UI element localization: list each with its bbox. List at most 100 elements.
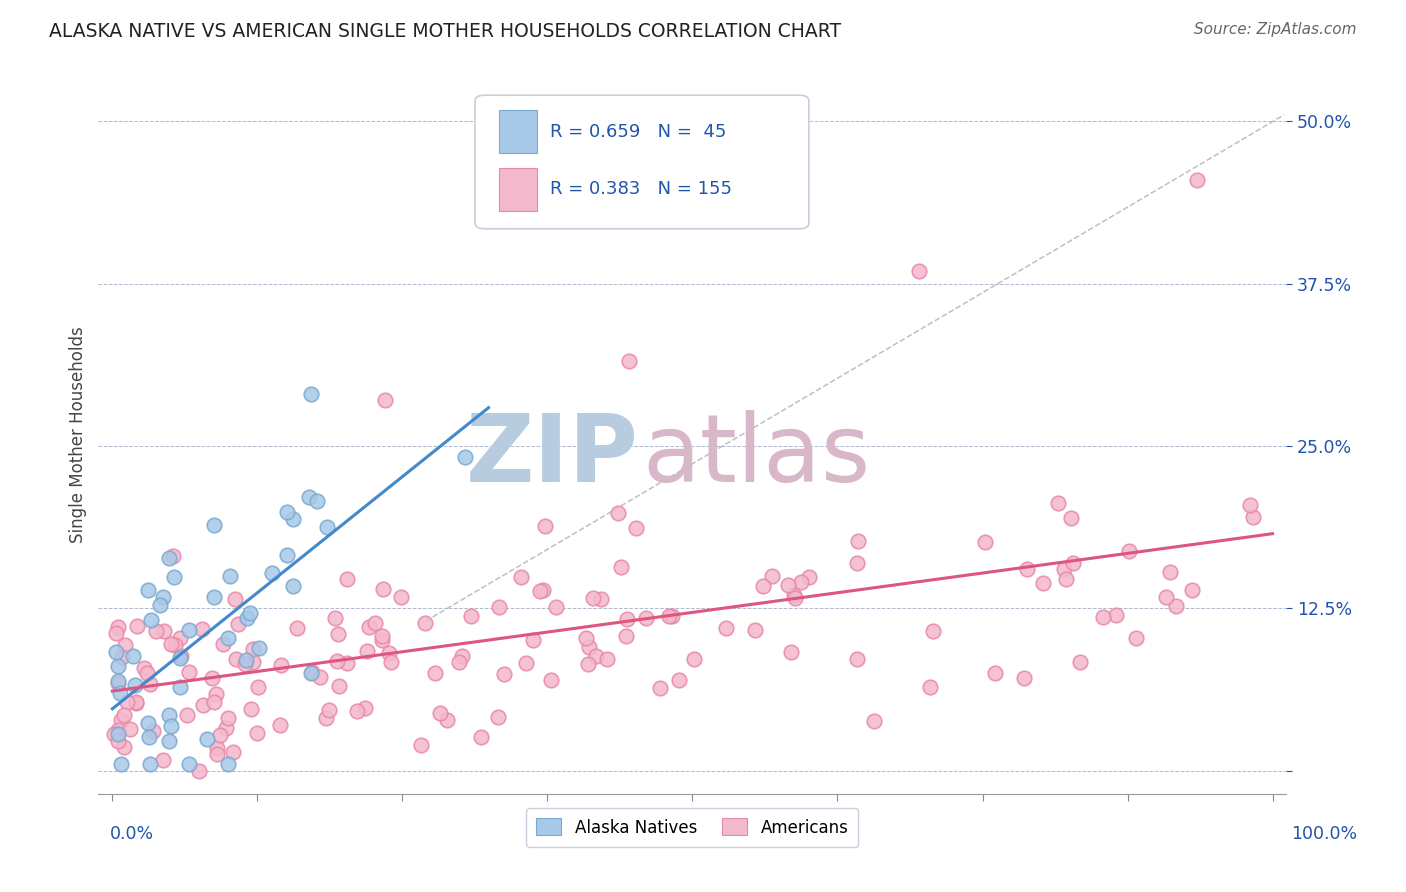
Point <box>357 620 380 634</box>
Point <box>107 659 129 673</box>
Point <box>233 657 256 672</box>
Point <box>470 730 492 744</box>
Point <box>576 657 599 671</box>
Point <box>922 624 945 638</box>
Point <box>298 490 321 504</box>
Point <box>616 612 638 626</box>
Point <box>235 610 257 624</box>
Text: atlas: atlas <box>643 410 870 502</box>
Point <box>1053 562 1076 576</box>
Point <box>142 723 165 738</box>
Point <box>1159 565 1181 579</box>
Point <box>326 627 349 641</box>
Point <box>378 646 401 660</box>
Point <box>776 578 799 592</box>
Point <box>138 730 160 744</box>
Point <box>169 632 191 646</box>
Point <box>323 611 346 625</box>
Point <box>1239 498 1261 512</box>
Point <box>371 582 394 596</box>
Point <box>162 549 184 563</box>
Point <box>488 600 510 615</box>
Point <box>242 655 264 669</box>
Point <box>578 640 600 654</box>
Legend: Alaska Natives, Americans: Alaska Natives, Americans <box>526 808 859 847</box>
Point <box>585 648 607 663</box>
Point <box>907 263 929 277</box>
Point <box>221 745 243 759</box>
Point <box>863 714 886 728</box>
Point <box>191 698 214 712</box>
Point <box>245 726 267 740</box>
Point <box>226 616 249 631</box>
Point <box>107 727 129 741</box>
Point <box>105 645 128 659</box>
Point <box>115 695 138 709</box>
Point <box>157 550 180 565</box>
Point <box>118 722 141 736</box>
Text: ZIP: ZIP <box>467 410 638 502</box>
Point <box>309 670 332 684</box>
Point <box>217 632 239 646</box>
Point <box>110 757 132 772</box>
Point <box>217 757 239 772</box>
Point <box>307 494 329 508</box>
Point <box>531 583 554 598</box>
Point <box>374 393 396 408</box>
Point <box>211 636 233 650</box>
Point <box>522 633 544 648</box>
Point <box>239 606 262 620</box>
FancyBboxPatch shape <box>475 95 808 228</box>
Point <box>107 723 129 737</box>
Point <box>371 633 394 648</box>
Point <box>1092 609 1115 624</box>
Point <box>247 641 270 656</box>
Point <box>356 644 378 658</box>
Point <box>363 616 385 631</box>
Point <box>1054 572 1077 586</box>
Point <box>436 713 458 727</box>
Point <box>540 673 562 687</box>
Point <box>110 714 132 728</box>
FancyBboxPatch shape <box>499 111 537 153</box>
Point <box>328 680 350 694</box>
Point <box>217 711 239 725</box>
Point <box>920 680 942 694</box>
Point <box>195 732 218 747</box>
Point <box>1069 655 1091 669</box>
Point <box>1015 562 1038 576</box>
Point <box>596 652 619 666</box>
Point <box>276 505 298 519</box>
Point <box>315 711 337 725</box>
Point <box>1125 631 1147 645</box>
Point <box>139 613 162 627</box>
Point <box>285 621 308 635</box>
Point <box>108 686 131 700</box>
Point <box>107 620 129 634</box>
Point <box>125 695 148 709</box>
Point <box>668 673 690 687</box>
Point <box>451 648 474 663</box>
Point <box>107 673 129 688</box>
Point <box>121 649 143 664</box>
Point <box>846 533 869 548</box>
Point <box>486 710 509 724</box>
Point <box>219 568 242 582</box>
Point <box>782 589 804 603</box>
Point <box>449 656 471 670</box>
Point <box>544 599 567 614</box>
Point <box>371 629 394 643</box>
Point <box>136 665 159 680</box>
Point <box>614 630 637 644</box>
Point <box>336 656 359 670</box>
Point <box>190 622 212 636</box>
Point <box>111 650 134 665</box>
Point <box>242 642 264 657</box>
Point <box>617 354 640 368</box>
Point <box>510 570 533 584</box>
Point <box>515 656 537 670</box>
Point <box>1185 172 1208 186</box>
Point <box>105 626 128 640</box>
Point <box>658 609 681 624</box>
Point <box>215 721 238 735</box>
